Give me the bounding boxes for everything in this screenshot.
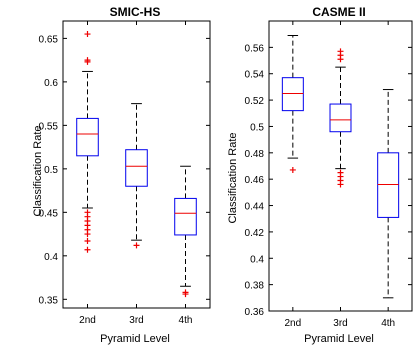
y-axis-label: Classification Rate [227,132,239,223]
chart-title: SMIC-HS [110,5,161,19]
x-axis-label: Pyramid Level [304,333,374,345]
y-tick-label: 0.52 [245,96,265,107]
x-tick-label: 3rd [129,315,143,326]
y-tick-label: 0.4 [250,254,264,265]
y-tick-label: 0.5 [44,165,58,176]
y-tick-label: 0.6 [44,78,58,89]
y-tick-label: 0.38 [245,281,265,292]
y-tick-label: 0.56 [245,43,265,54]
outlier-marker [84,231,91,238]
y-tick-label: 0.46 [245,175,265,186]
x-tick-label: 2nd [284,318,301,329]
y-tick-label: 0.4 [44,252,58,263]
y-tick-label: 0.65 [39,34,59,45]
y-tick-label: 0.42 [245,228,265,239]
y-tick-label: 0.5 [250,122,264,133]
box-iqr [174,197,197,236]
outlier-marker [84,238,91,245]
outlier-marker [182,291,189,298]
x-axis-label: Pyramid Level [100,333,170,345]
chart-title: CASME II [312,5,365,19]
box-iqr [125,149,148,187]
box-iqr [281,77,304,112]
outlier-marker [337,181,344,188]
y-tick-label: 0.44 [245,202,265,213]
y-tick-label: 0.45 [39,208,59,219]
y-tick-label: 0.36 [245,307,265,318]
box-iqr [76,117,99,157]
x-tick-label: 3rd [333,318,347,329]
box-iqr [329,103,352,133]
outlier-marker [289,166,296,173]
outlier-marker [337,56,344,63]
y-tick-label: 0.54 [245,70,265,81]
y-tick-label: 0.55 [39,121,59,132]
x-tick-label: 2nd [79,315,96,326]
box-iqr [377,152,400,218]
y-tick-label: 0.35 [39,295,59,306]
x-tick-label: 4th [381,318,395,329]
outlier-marker [84,58,91,65]
y-tick-label: 0.48 [245,149,265,160]
outlier-marker [133,242,140,249]
outlier-marker [84,31,91,38]
outlier-marker [84,246,91,253]
y-axis-label: Classification Rate [32,125,44,216]
plot-frame [62,20,211,309]
x-tick-label: 4th [179,315,193,326]
